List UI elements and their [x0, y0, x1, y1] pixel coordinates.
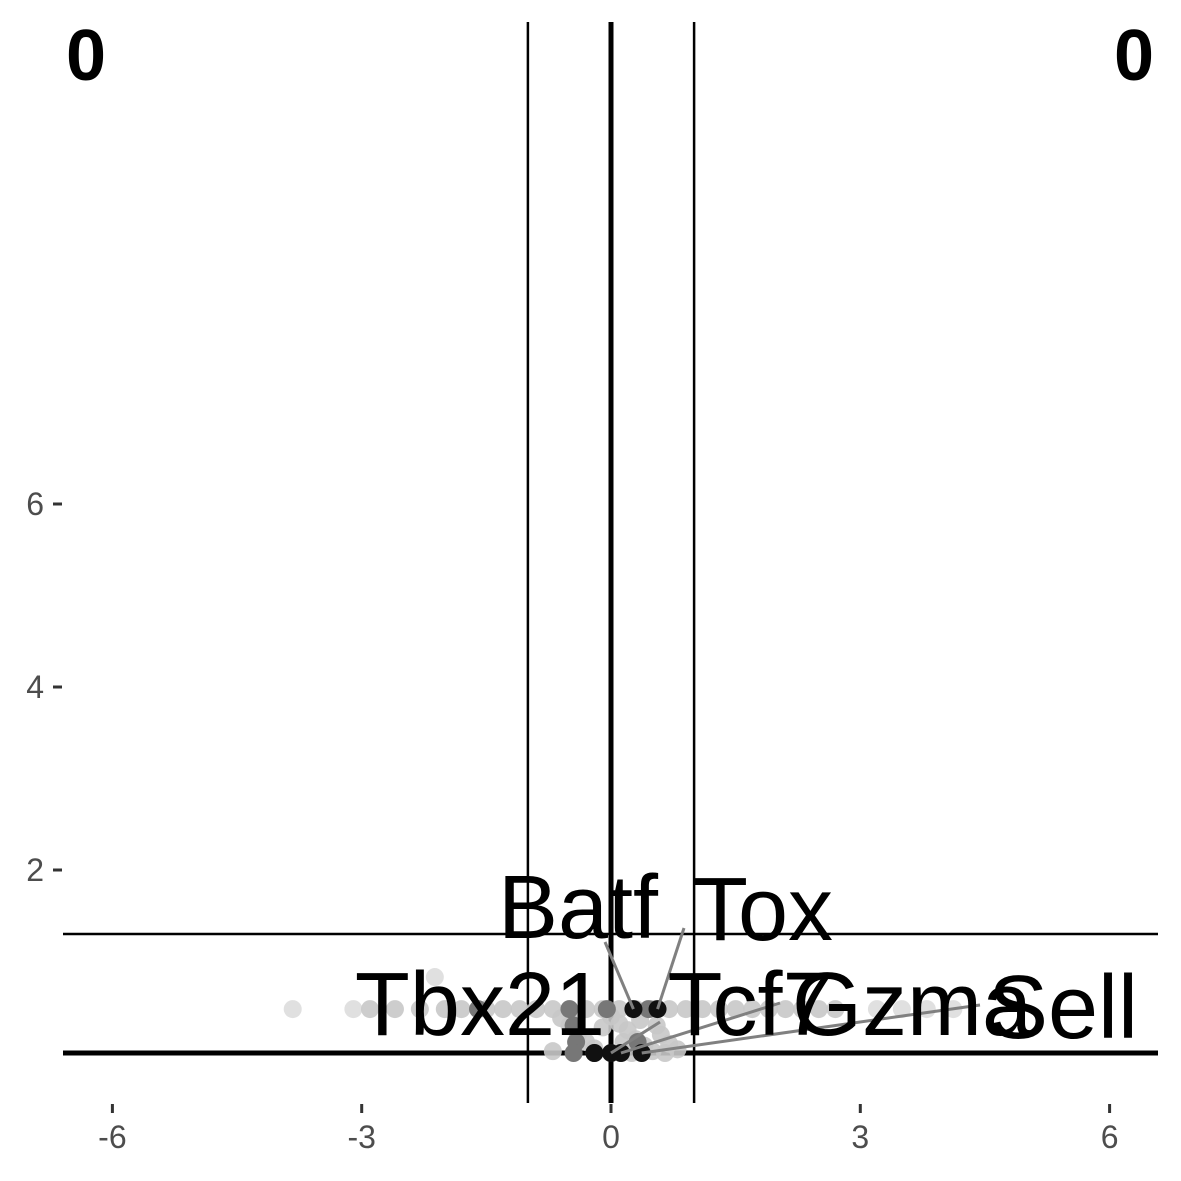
- x-tick-label: 3: [851, 1119, 869, 1155]
- y-tick-label: 4: [26, 669, 44, 705]
- point-series-1-1: [344, 1000, 363, 1019]
- leader-line-tox: [656, 927, 686, 1010]
- count-top-right: 0: [1114, 16, 1154, 96]
- point-series-1-20: [693, 1000, 712, 1019]
- point-series-1-27: [809, 1000, 828, 1019]
- point-series-1-48: [543, 1042, 562, 1061]
- leader-line-batf: [603, 941, 635, 1010]
- label-leader-lines: [603, 927, 981, 1055]
- point-series-1-6: [452, 1000, 471, 1019]
- point-series-1-19: [676, 1000, 695, 1019]
- gene-label-sell: Sell: [988, 958, 1138, 1058]
- point-series-1-30: [892, 1000, 911, 1019]
- point-series-1-49: [593, 1018, 612, 1037]
- gene-label-gzma: Gzma: [792, 955, 1033, 1055]
- x-tick-label: 0: [602, 1119, 620, 1155]
- x-tick-label: -6: [98, 1119, 126, 1155]
- point-series-1-10: [527, 1000, 546, 1019]
- y-axis: 2 4 6: [26, 486, 62, 888]
- x-tick-label: 6: [1101, 1119, 1119, 1155]
- data-points: [283, 968, 963, 1062]
- x-tick-label: -3: [347, 1119, 375, 1155]
- gene-label-batf: Batf: [498, 858, 659, 958]
- x-axis: -6 -3 0 3 6: [98, 1104, 1118, 1155]
- point-series-1-21: [710, 1000, 729, 1019]
- gene-label-tcf7: Tcf7: [667, 955, 832, 1055]
- point-series-1-28: [826, 1000, 845, 1019]
- y-tick-label: 2: [26, 852, 44, 888]
- y-tick-label: 6: [26, 486, 44, 522]
- point-series-1-26: [793, 1000, 812, 1019]
- leader-line-gzma: [620, 1001, 781, 1055]
- point-series-1-8: [493, 1000, 512, 1019]
- point-series-2-4: [564, 1016, 583, 1035]
- gene-label-tbx21: Tbx21: [355, 955, 605, 1055]
- leader-line-tcf7: [610, 1020, 661, 1055]
- count-top-left: 0: [66, 16, 106, 96]
- point-series-1-2: [361, 1000, 380, 1019]
- point-series-1-0: [283, 1000, 302, 1019]
- point-series-2-7: [564, 1044, 583, 1062]
- point-series-2-0: [469, 1000, 488, 1019]
- point-series-1-22: [726, 1000, 745, 1019]
- gene-label-tox: Tox: [693, 860, 833, 960]
- point-series-2-2: [597, 1000, 616, 1019]
- point-series-1-5: [435, 1000, 454, 1019]
- point-series-1-9: [510, 1000, 529, 1019]
- point-series-1-4: [410, 1000, 429, 1019]
- point-series-1-29: [867, 1000, 886, 1019]
- point-series-3-2: [585, 1044, 604, 1062]
- leader-line-sell: [641, 1003, 981, 1055]
- point-series-2-1: [560, 1000, 579, 1019]
- point-series-1-33: [425, 968, 444, 987]
- point-series-1-25: [776, 1000, 795, 1019]
- point-series-1-3: [385, 1000, 404, 1019]
